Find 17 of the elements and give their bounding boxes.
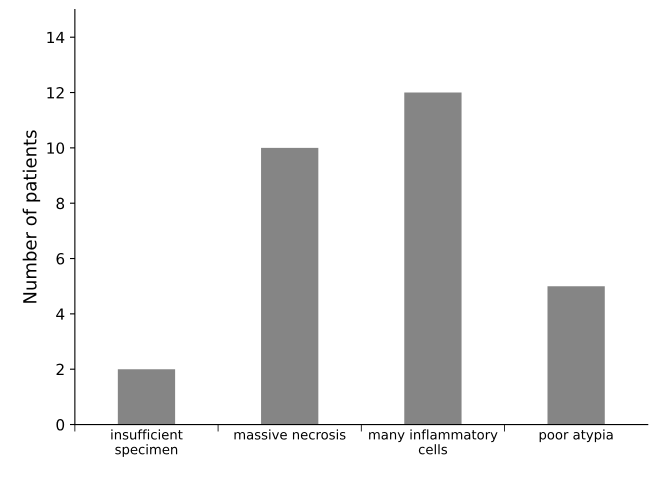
bar xyxy=(547,286,605,425)
y-tick-label: 6 xyxy=(56,253,64,265)
bar xyxy=(404,92,462,425)
y-tick-label: 10 xyxy=(47,142,64,154)
y-tick-label: 8 xyxy=(56,198,64,210)
x-tick-label: poor atypia xyxy=(540,429,613,442)
x-tick-label: many inflammatory cells xyxy=(369,429,498,454)
y-axis-title: Number of patients xyxy=(22,130,40,303)
y-tick-label: 4 xyxy=(56,308,64,320)
x-tick-label: massive necrosis xyxy=(234,429,346,440)
y-tick-label: 12 xyxy=(47,87,64,98)
y-tick-label: 14 xyxy=(47,32,64,44)
y-tick-label: 0 xyxy=(56,418,64,431)
x-tick-label: insufficient specimen xyxy=(111,429,183,457)
bar xyxy=(118,369,176,425)
y-tick-label: 2 xyxy=(56,364,64,375)
bar xyxy=(261,148,318,425)
